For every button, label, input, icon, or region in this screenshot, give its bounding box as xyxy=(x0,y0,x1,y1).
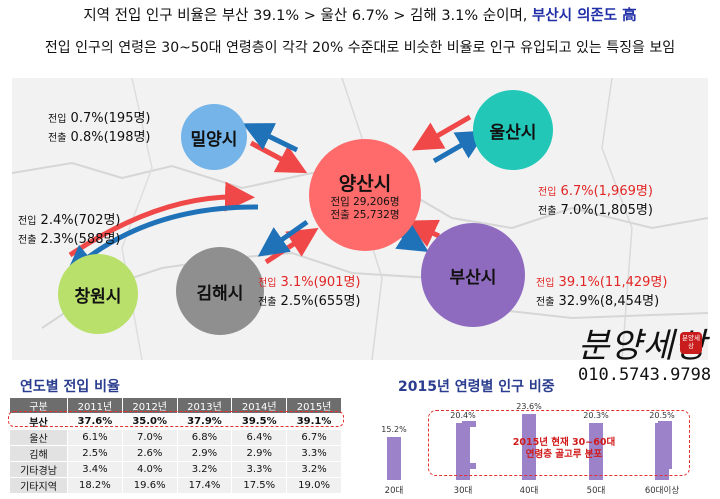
ulsan-out-value: 7.0%(1,805명) xyxy=(560,203,653,218)
rate-table-header: 구분 2011년 2012년 2013년 2014년 2015년 xyxy=(8,397,342,414)
headline-line-2: 전입 인구의 연령은 30~50대 연령층이 각각 20% 수준대로 비슷한 비… xyxy=(44,40,676,56)
age-chart-title: 2015년 연령별 인구 비중 xyxy=(398,379,555,395)
gimhae-circle: 김해시 xyxy=(176,247,264,335)
brand-seal: 분양세상 xyxy=(680,332,702,354)
ulsan-stats: 전입 6.7%(1,969명) 전출 7.0%(1,805명) xyxy=(538,184,653,218)
age-annotation-line-1: 2015년 현재 30~60대 xyxy=(512,437,616,448)
arrow-milyang-out xyxy=(242,123,299,153)
ulsan-name: 울산시 xyxy=(489,122,537,143)
arrow-changwon-out xyxy=(65,204,259,276)
arrow-ulsan-out xyxy=(432,130,488,164)
changwon-stats: 전입 2.4%(702명) 전출 2.3%(588명) xyxy=(18,213,121,247)
brand-phone: 010.5743.9798 xyxy=(578,365,712,385)
ulsan-circle: 울산시 xyxy=(473,90,553,170)
age-bar xyxy=(589,423,603,480)
yangsan-inflow: 전입 29,206명 xyxy=(330,195,400,208)
rate-table-title: 연도별 전입 비율 xyxy=(20,379,120,395)
busan-circle: 부산시 xyxy=(421,223,525,327)
busan-name: 부산시 xyxy=(449,267,497,288)
yangsan-circle: 양산시 전입 29,206명 전출 25,732명 xyxy=(309,139,421,251)
milyang-name: 밀양시 xyxy=(190,129,238,150)
age-bar xyxy=(522,413,536,480)
milyang-in-value: 0.7%(195명) xyxy=(70,111,151,126)
age-bar-value-label: 20.4% xyxy=(450,410,476,420)
yangsan-outflow: 전출 25,732명 xyxy=(330,208,400,221)
age-bar-value-label: 23.6% xyxy=(516,401,542,411)
bracket-right xyxy=(658,421,672,469)
headline-emphasis: 부산시 의존도 高 xyxy=(532,8,637,24)
gimhae-stats: 전입 3.1%(901명) 전출 2.5%(655명) xyxy=(258,275,361,309)
age-bar-value-label: 20.3% xyxy=(583,411,609,421)
milyang-stats: 전입 0.7%(195명) 전출 0.8%(198명) xyxy=(48,111,151,145)
bracket-left xyxy=(462,421,476,469)
busan-in-value: 39.1%(11,429명) xyxy=(558,275,668,290)
age-annotation-line-2: 연령층 골고루 분포 xyxy=(525,449,603,460)
age-category-label: 40대 xyxy=(519,486,539,496)
busan-out-value: 32.9%(8,454명) xyxy=(558,294,660,309)
age-bar-value-label: 15.2% xyxy=(381,425,407,435)
age-bar-value-label: 20.5% xyxy=(649,410,675,420)
arrow-changwon-in xyxy=(68,181,255,258)
age-bar xyxy=(387,437,401,480)
age-category-label: 50대 xyxy=(586,486,606,496)
age-category-label: 20대 xyxy=(384,486,404,496)
headline-line-1: 지역 전입 인구 비율은 부산 39.1% > 울산 6.7% > 김해 3.1… xyxy=(0,4,720,25)
milyang-out-value: 0.8%(198명) xyxy=(70,130,151,145)
changwon-name: 창원시 xyxy=(74,286,122,307)
headline-line-1-text: 지역 전입 인구 비율은 부산 39.1% > 울산 6.7% > 김해 3.1… xyxy=(83,8,533,24)
table-row: 김해 2.5% 2.6% 2.9% 2.9% 3.3% xyxy=(8,445,342,462)
arrow-ulsan-in xyxy=(412,114,472,151)
gimhae-name: 김해시 xyxy=(196,283,244,304)
brand-stamp: 분양세상 010.5743.9798 xyxy=(578,318,711,385)
table-row: 울산 6.1% 7.0% 6.8% 6.4% 6.7% xyxy=(8,429,342,446)
ulsan-in-value: 6.7%(1,969명) xyxy=(560,184,653,199)
changwon-circle: 창원시 xyxy=(58,254,138,334)
arrow-gimhae-out xyxy=(257,219,309,257)
gimhae-out-value: 2.5%(655명) xyxy=(280,294,361,309)
table-row: 기타경남 3.4% 4.0% 3.2% 3.3% 3.2% xyxy=(8,461,342,478)
age-category-label: 30대 xyxy=(453,486,473,496)
busan-row-highlight xyxy=(8,411,344,427)
milyang-circle: 밀양시 xyxy=(181,104,247,170)
table-row: 기타지역 18.2% 19.6% 17.4% 17.5% 19.0% xyxy=(8,477,342,494)
yangsan-name: 양산시 xyxy=(338,172,392,195)
changwon-out-value: 2.3%(588명) xyxy=(40,232,121,247)
rate-table: 구분 2011년 2012년 2013년 2014년 2015년 부산 37.6… xyxy=(8,397,342,494)
arrow-busan-in xyxy=(406,219,441,247)
changwon-in-value: 2.4%(702명) xyxy=(40,213,121,228)
age-annotation: 2015년 현재 30~60대 연령층 골고루 분포 xyxy=(494,437,634,461)
busan-stats: 전입 39.1%(11,429명) 전출 32.9%(8,454명) xyxy=(536,275,668,309)
age-highlight-box xyxy=(428,410,690,476)
gimhae-in-value: 3.1%(901명) xyxy=(280,275,361,290)
age-category-label: 60대이상 xyxy=(644,486,680,496)
